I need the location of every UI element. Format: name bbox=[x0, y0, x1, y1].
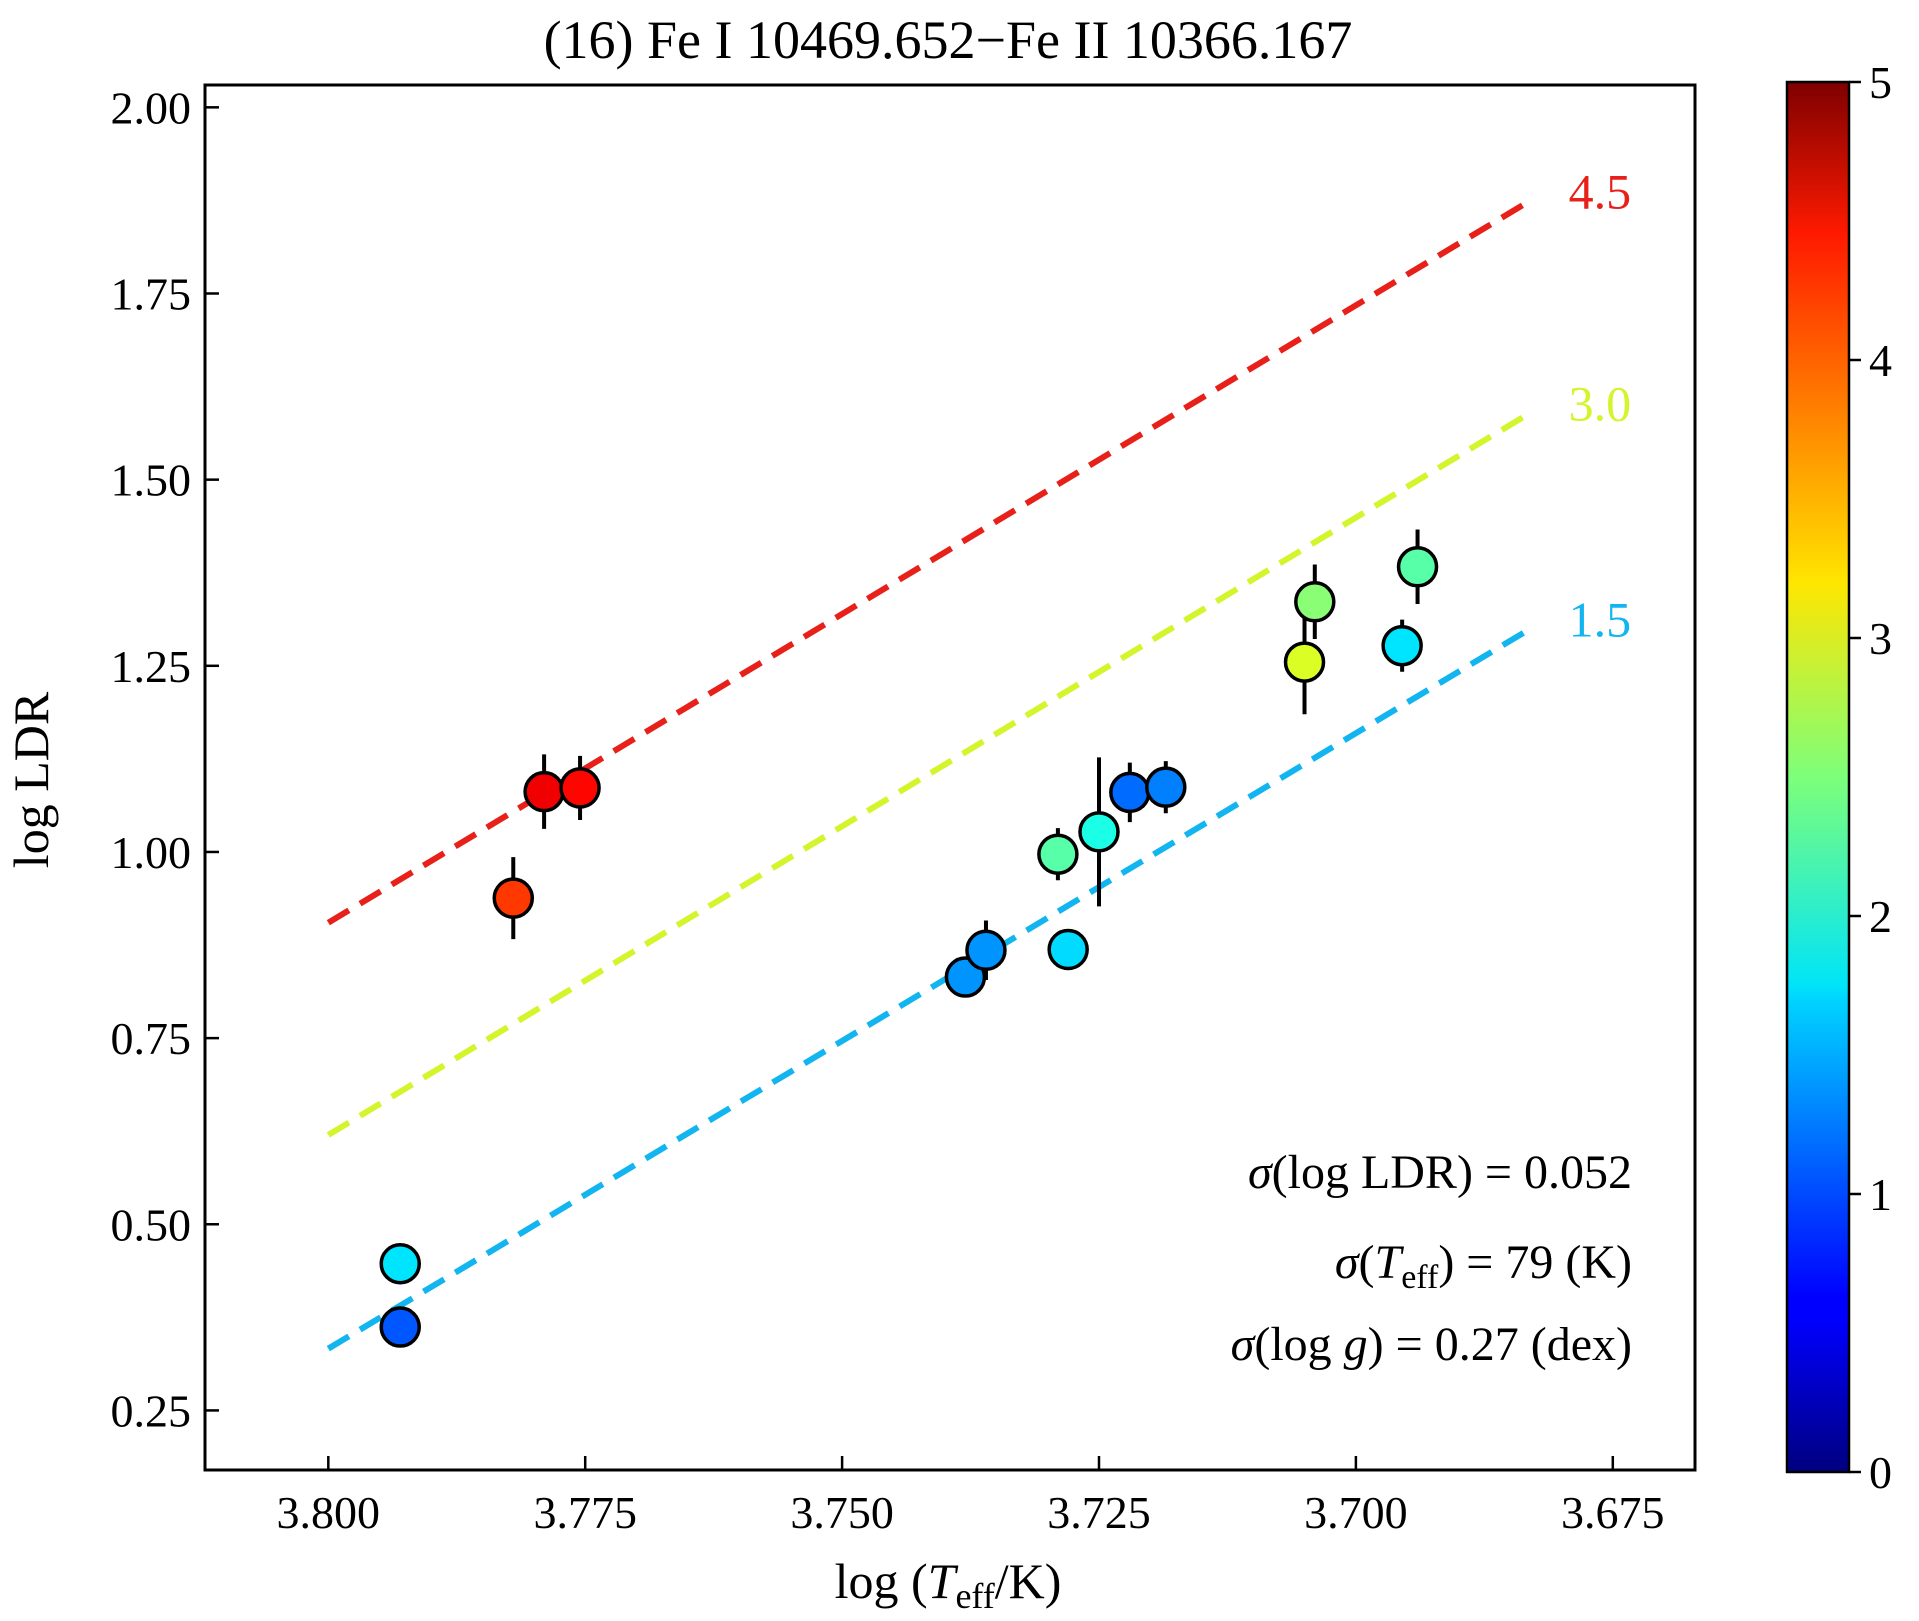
y-tick-label: 1.75 bbox=[111, 268, 192, 319]
relation-line-logg-3.0 bbox=[326, 410, 1533, 1138]
data-point bbox=[1145, 766, 1187, 808]
data-point bbox=[1109, 771, 1151, 814]
colorbar-tick-label: 0 bbox=[1869, 1447, 1892, 1498]
relation-label-logg-3.0: 3.0 bbox=[1569, 376, 1632, 432]
stat-logg-open: (log bbox=[1254, 1318, 1343, 1371]
x-tick-label: 3.750 bbox=[790, 1487, 894, 1538]
colorbar-tick-label: 5 bbox=[1869, 57, 1892, 108]
data-point bbox=[1047, 928, 1089, 971]
data-point bbox=[492, 877, 535, 919]
stat-teff-symbol: T bbox=[1374, 1236, 1404, 1289]
chart-title: (16) Fe I 10469.652−Fe II 10366.167 bbox=[544, 10, 1353, 70]
relation-label-logg-4.5: 4.5 bbox=[1569, 163, 1632, 219]
plot-area-frame bbox=[203, 83, 1697, 1472]
x-tick-label: 3.700 bbox=[1304, 1487, 1408, 1538]
relation-line-logg-4.5 bbox=[326, 197, 1533, 926]
x-axis-label-symbol: T bbox=[928, 1553, 959, 1609]
data-point bbox=[523, 770, 565, 813]
y-tick-label: 1.00 bbox=[111, 827, 192, 878]
data-point bbox=[1037, 833, 1079, 875]
stat-ldr-text: (log LDR) = 0.052 bbox=[1272, 1146, 1632, 1199]
data-point bbox=[1396, 546, 1439, 588]
y-tick-label: 1.50 bbox=[111, 455, 192, 506]
stat-logg-scatter: σ(log g) = 0.27 (dex) bbox=[1231, 1318, 1632, 1371]
y-axis-label: log LDR bbox=[3, 691, 59, 868]
data-point bbox=[1283, 641, 1326, 683]
data-point bbox=[1294, 581, 1336, 623]
data-point bbox=[965, 929, 1007, 972]
stat-teff-scatter: σ(Teff) = 79 (K) bbox=[1335, 1236, 1632, 1296]
data-point bbox=[1381, 624, 1423, 667]
stat-logg-sigma: σ bbox=[1231, 1318, 1257, 1371]
stat-teff-open: ( bbox=[1359, 1236, 1375, 1289]
colorbar-tick-label: 4 bbox=[1869, 335, 1892, 386]
x-tick-label: 3.800 bbox=[277, 1487, 381, 1538]
x-tick-label: 3.675 bbox=[1561, 1487, 1665, 1538]
y-tick-label: 0.50 bbox=[111, 1199, 192, 1250]
stat-logg-text: ) = 0.27 (dex) bbox=[1368, 1318, 1632, 1371]
stat-ldr-sigma: σ bbox=[1248, 1146, 1274, 1199]
stat-teff-sigma: σ bbox=[1335, 1236, 1361, 1289]
data-point bbox=[1078, 811, 1120, 853]
colorbar-gradient bbox=[1785, 80, 1851, 1474]
x-axis-ticks: 3.800 3.775 3.750 3.725 3.700 3.675 bbox=[277, 1456, 1665, 1538]
colorbar-tick-label: 1 bbox=[1869, 1169, 1892, 1220]
relation-line-logg-1.5 bbox=[326, 626, 1533, 1352]
x-axis-label-prefix: log ( bbox=[835, 1553, 928, 1609]
colorbar-tick-label: 3 bbox=[1869, 613, 1892, 664]
y-tick-label: 1.25 bbox=[111, 641, 192, 692]
x-axis-label: log (Teff/K) bbox=[835, 1553, 1062, 1616]
y-axis-ticks: 0.25 0.50 0.75 1.00 1.25 1.50 1.75 2.00 bbox=[111, 82, 219, 1436]
x-tick-label: 3.775 bbox=[533, 1487, 637, 1538]
colorbar: 0 1 2 3 4 5 bbox=[1785, 57, 1892, 1498]
colorbar-ticks: 0 1 2 3 4 5 bbox=[1849, 57, 1892, 1498]
x-axis-label-subscript: eff bbox=[955, 1576, 994, 1616]
stat-logg-symbol: g bbox=[1344, 1318, 1368, 1371]
data-points bbox=[379, 529, 1439, 1348]
data-point bbox=[559, 767, 601, 809]
y-tick-label: 2.00 bbox=[111, 82, 192, 133]
data-point bbox=[379, 1306, 421, 1348]
stat-ldr-scatter: σ(log LDR) = 0.052 bbox=[1248, 1146, 1632, 1199]
x-tick-label: 3.725 bbox=[1047, 1487, 1151, 1538]
stat-teff-text: ) = 79 (K) bbox=[1438, 1236, 1632, 1289]
data-point bbox=[379, 1242, 421, 1285]
relation-label-logg-1.5: 1.5 bbox=[1569, 592, 1632, 648]
x-axis-label-suffix: /K) bbox=[995, 1553, 1062, 1609]
colorbar-tick-label: 2 bbox=[1869, 891, 1892, 942]
y-tick-label: 0.25 bbox=[111, 1385, 192, 1436]
stat-teff-subscript: eff bbox=[1401, 1259, 1439, 1296]
y-tick-label: 0.75 bbox=[111, 1013, 192, 1064]
